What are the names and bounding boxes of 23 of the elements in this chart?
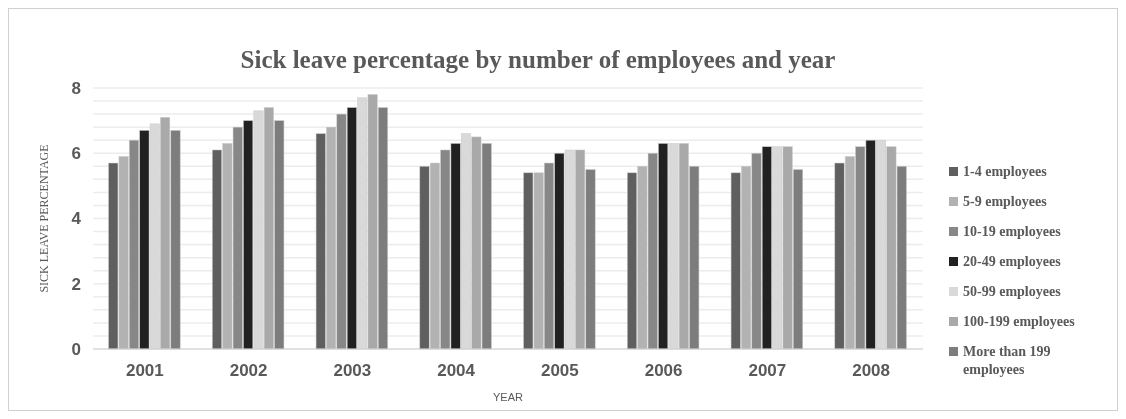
x-tick-label: 2005 <box>540 361 579 380</box>
y-tick-label: 0 <box>71 339 81 359</box>
x-tick-label: 2008 <box>852 361 891 380</box>
x-tick-label: 2006 <box>644 361 683 380</box>
legend-label: 20-49 employees <box>963 254 1062 269</box>
x-tick-label: 2003 <box>333 361 372 380</box>
legend-label: 5-9 employees <box>963 194 1048 209</box>
x-tick-label: 2001 <box>125 361 164 380</box>
y-tick-label: 6 <box>71 144 81 164</box>
x-tick-label: 2004 <box>437 361 476 380</box>
chart-title: Sick leave percentage by number of employees and year <box>240 46 836 73</box>
legend-label: 100-199 employees <box>963 314 1076 329</box>
y-tick-label: 8 <box>71 78 81 98</box>
x-tick-label: 2002 <box>229 361 268 380</box>
legend-label: More than 199 employees <box>963 344 1051 377</box>
y-axis-title: SICK LEAVE PERCENTAGE <box>37 144 51 293</box>
y-tick-label: 2 <box>71 274 81 294</box>
x-tick-label: 2007 <box>748 361 787 380</box>
legend-label: 10-19 employees <box>963 224 1062 239</box>
y-tick-label: 4 <box>71 209 82 229</box>
legend-label: 50-99 employees <box>963 284 1062 299</box>
x-axis-title: YEAR <box>493 391 524 403</box>
legend-label: 1-4 employees <box>963 164 1048 179</box>
